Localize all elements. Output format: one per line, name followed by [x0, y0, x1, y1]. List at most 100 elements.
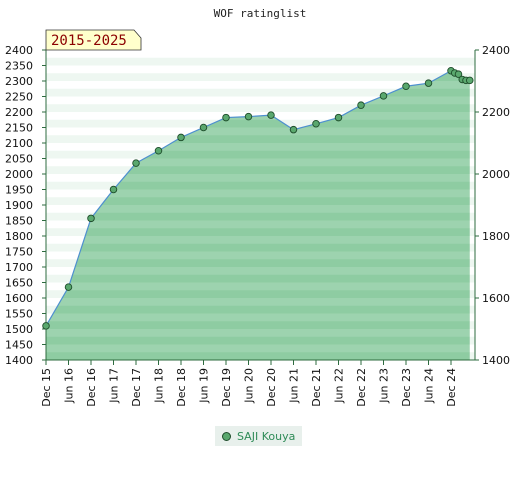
y-left-tick-label: 1650	[5, 277, 33, 290]
y-left-tick-label: 2200	[5, 106, 33, 119]
area-band	[46, 329, 475, 337]
data-point	[357, 101, 365, 109]
x-tick-label: Dec 21	[310, 368, 323, 407]
x-tick-label: Jun 17	[108, 368, 121, 404]
y-right-tick-label: 1600	[482, 292, 510, 305]
area-band	[46, 220, 475, 229]
x-tick-label: Dec 16	[85, 368, 98, 407]
x-tick-label: Dec 22	[355, 368, 368, 407]
area-band	[46, 251, 475, 260]
data-point	[424, 79, 433, 87]
data-point	[267, 111, 275, 119]
plot-band	[46, 65, 475, 74]
y-left-tick-label: 1950	[5, 184, 33, 197]
x-tick-label: Dec 18	[175, 368, 188, 407]
x-tick-label: Dec 19	[220, 368, 233, 407]
y-right-tick-label: 1800	[482, 230, 510, 243]
data-point	[454, 70, 463, 78]
data-point	[379, 92, 388, 100]
y-right-tick-label: 2400	[482, 44, 510, 57]
area-band	[46, 267, 475, 275]
y-right-tick-label: 2000	[482, 168, 510, 181]
area-band	[46, 282, 475, 291]
plot-band	[46, 104, 475, 113]
y-left-tick-label: 2150	[5, 122, 33, 135]
y-left-tick-label: 2400	[5, 44, 33, 57]
data-point	[199, 123, 208, 132]
area-band	[46, 298, 475, 306]
x-tick-label: Jun 24	[423, 368, 436, 404]
data-point	[312, 120, 320, 128]
legend: SAJI Kouya	[215, 426, 303, 446]
area-band	[46, 143, 475, 151]
y-left-tick-label: 1750	[5, 246, 33, 259]
area-band	[46, 174, 475, 182]
x-tick-label: Jun 16	[63, 368, 76, 404]
x-tick-label: Jun 19	[198, 368, 211, 404]
area-band	[46, 158, 475, 167]
y-left-tick-label: 2100	[5, 137, 33, 150]
area-band	[46, 313, 475, 322]
area-band	[46, 81, 475, 89]
data-point	[109, 185, 118, 194]
x-tick-label: Dec 20	[265, 368, 278, 407]
area-band	[46, 127, 475, 136]
y-left-tick-label: 2250	[5, 91, 33, 104]
x-tick-label: Jun 20	[243, 368, 256, 404]
y-left-tick-label: 1700	[5, 261, 33, 274]
y-left-tick-label: 1450	[5, 339, 33, 352]
plot-band	[46, 81, 475, 90]
data-point	[154, 146, 163, 155]
y-left-tick-label: 1850	[5, 215, 33, 228]
y-left-tick-label: 1900	[5, 199, 33, 212]
x-tick-label: Jun 21	[288, 368, 301, 404]
area-fill	[46, 70, 470, 361]
y-left-tick-label: 1800	[5, 230, 33, 243]
x-tick-label: Dec 24	[445, 368, 458, 407]
data-point	[244, 112, 253, 121]
y-left-tick-label: 2050	[5, 153, 33, 166]
data-point	[222, 113, 230, 122]
y-left-tick-label: 2000	[5, 168, 33, 181]
date-range-badge	[45, 29, 142, 51]
x-tick-label: Dec 15	[40, 368, 53, 407]
data-point	[402, 82, 410, 91]
area-band	[46, 344, 475, 353]
y-left-tick-label: 1500	[5, 323, 33, 336]
legend-label: SAJI Kouya	[237, 429, 296, 443]
data-point	[177, 133, 185, 142]
x-tick-label: Dec 17	[130, 368, 143, 407]
data-point	[42, 322, 50, 330]
data-point	[64, 283, 73, 291]
data-point	[132, 159, 140, 167]
y-left-tick-label: 2350	[5, 60, 33, 73]
chart-title: WOF ratinglist	[214, 7, 307, 20]
plot-band	[46, 57, 475, 66]
plot-band	[46, 88, 475, 97]
plot-band	[46, 50, 475, 59]
x-tick-label: Jun 23	[378, 368, 391, 404]
y-left-tick-label: 1400	[5, 354, 33, 367]
x-tick-label: Dec 23	[400, 368, 413, 407]
plot-band	[46, 96, 475, 105]
y-left-tick-label: 1600	[5, 292, 33, 305]
data-point	[466, 76, 474, 85]
plot-band	[46, 73, 475, 82]
x-tick-label: Jun 18	[153, 368, 166, 404]
area-band	[46, 96, 475, 105]
legend-marker-icon	[222, 431, 231, 441]
area-band	[46, 65, 475, 74]
area-band	[46, 50, 475, 58]
data-point	[87, 214, 95, 223]
area-band	[46, 236, 475, 244]
x-tick-label: Jun 22	[333, 368, 346, 404]
data-point	[334, 113, 343, 122]
y-right-tick-label: 2200	[482, 106, 510, 119]
area-band	[46, 205, 475, 213]
data-point	[289, 125, 298, 134]
date-range-label: 2015-2025	[51, 33, 127, 49]
y-right-tick-label: 1400	[482, 354, 510, 367]
y-left-tick-label: 1550	[5, 308, 33, 321]
